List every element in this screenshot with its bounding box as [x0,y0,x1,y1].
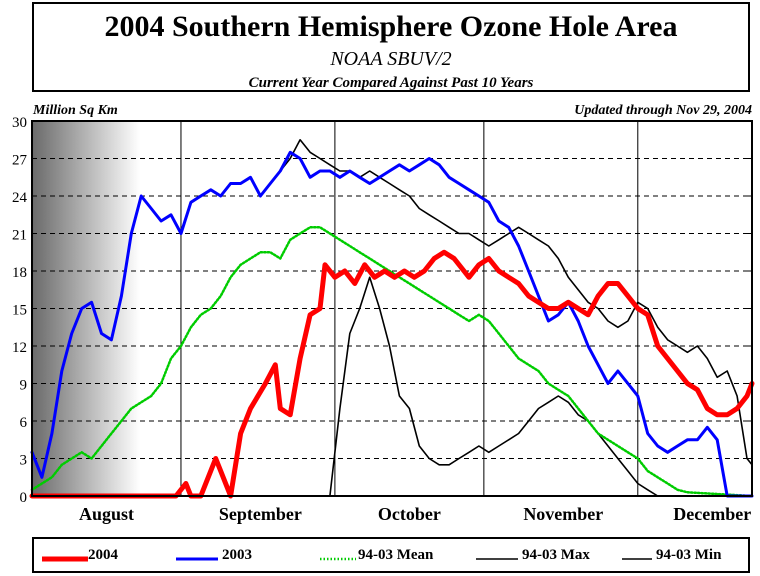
series-line-min [329,276,659,497]
legend-label-2004: 2004 [88,547,118,563]
legend: 2004 2003 94-03 Mean 94-03 Max 94-03 Min [32,537,750,573]
title-box: 2004 Southern Hemisphere Ozone Hole Area… [32,2,750,92]
updated-label: Updated through Nov 29, 2004 [574,103,752,118]
series-line-s2003 [30,150,754,498]
y-tick-label: 6 [20,415,28,431]
x-month-label: October [378,504,441,524]
y-tick-label: 18 [12,265,27,281]
legend-label-2003: 2003 [222,547,252,563]
x-month-label: September [219,504,302,524]
chart-title: 2004 Southern Hemisphere Ozone Hole Area [104,10,678,43]
series-line-s2004 [29,249,755,499]
series-line-mean [30,226,754,498]
y-tick-label: 0 [20,490,28,506]
x-month-label: December [673,504,751,524]
y-tick-label: 30 [12,115,27,131]
y-tick-label: 3 [20,453,28,469]
legend-label-mean: 94-03 Mean [358,547,434,563]
y-tick-label: 24 [12,190,28,206]
y-tick-label: 27 [12,153,28,169]
x-month-label: August [79,504,134,524]
unit-label: Million Sq Km [33,103,118,118]
chart-subtitle: NOAA SBUV/2 [330,48,452,70]
y-tick-label: 9 [20,378,28,394]
y-tick-label: 12 [12,340,27,356]
y-tick-label: 21 [12,228,27,244]
chart-subtitle-2: Current Year Compared Against Past 10 Ye… [248,75,534,91]
series-line-max [259,139,753,466]
legend-label-min: 94-03 Min [656,547,722,563]
y-tick-label: 15 [12,303,27,319]
legend-label-max: 94-03 Max [522,547,590,563]
x-month-label: November [523,504,603,524]
plot-frame [31,120,753,497]
